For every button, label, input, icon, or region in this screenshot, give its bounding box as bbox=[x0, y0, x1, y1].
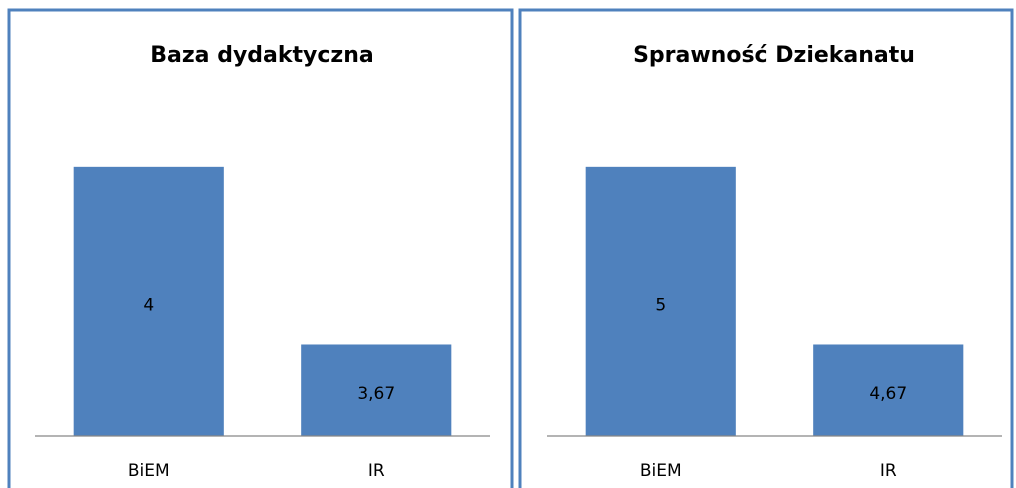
data-label: 3,67 bbox=[357, 384, 395, 404]
data-label: 4,67 bbox=[869, 384, 907, 404]
data-label: 4 bbox=[143, 295, 154, 315]
panel-frame bbox=[7, 8, 514, 488]
bar bbox=[301, 344, 452, 436]
panel-frame bbox=[518, 8, 1014, 488]
chart-title: Sprawność Dziekanatu bbox=[633, 43, 915, 68]
data-label: 5 bbox=[655, 295, 666, 315]
x-tick-label: IR bbox=[880, 461, 897, 481]
panel-frames bbox=[7, 8, 1014, 488]
x-tick-label: BiEM bbox=[640, 461, 682, 481]
x-tick-label: BiEM bbox=[128, 461, 170, 481]
chart-title: Baza dydaktyczna bbox=[150, 43, 373, 68]
bar bbox=[813, 344, 964, 436]
x-tick-label: IR bbox=[368, 461, 385, 481]
bar bbox=[585, 166, 736, 437]
bar bbox=[73, 166, 224, 437]
